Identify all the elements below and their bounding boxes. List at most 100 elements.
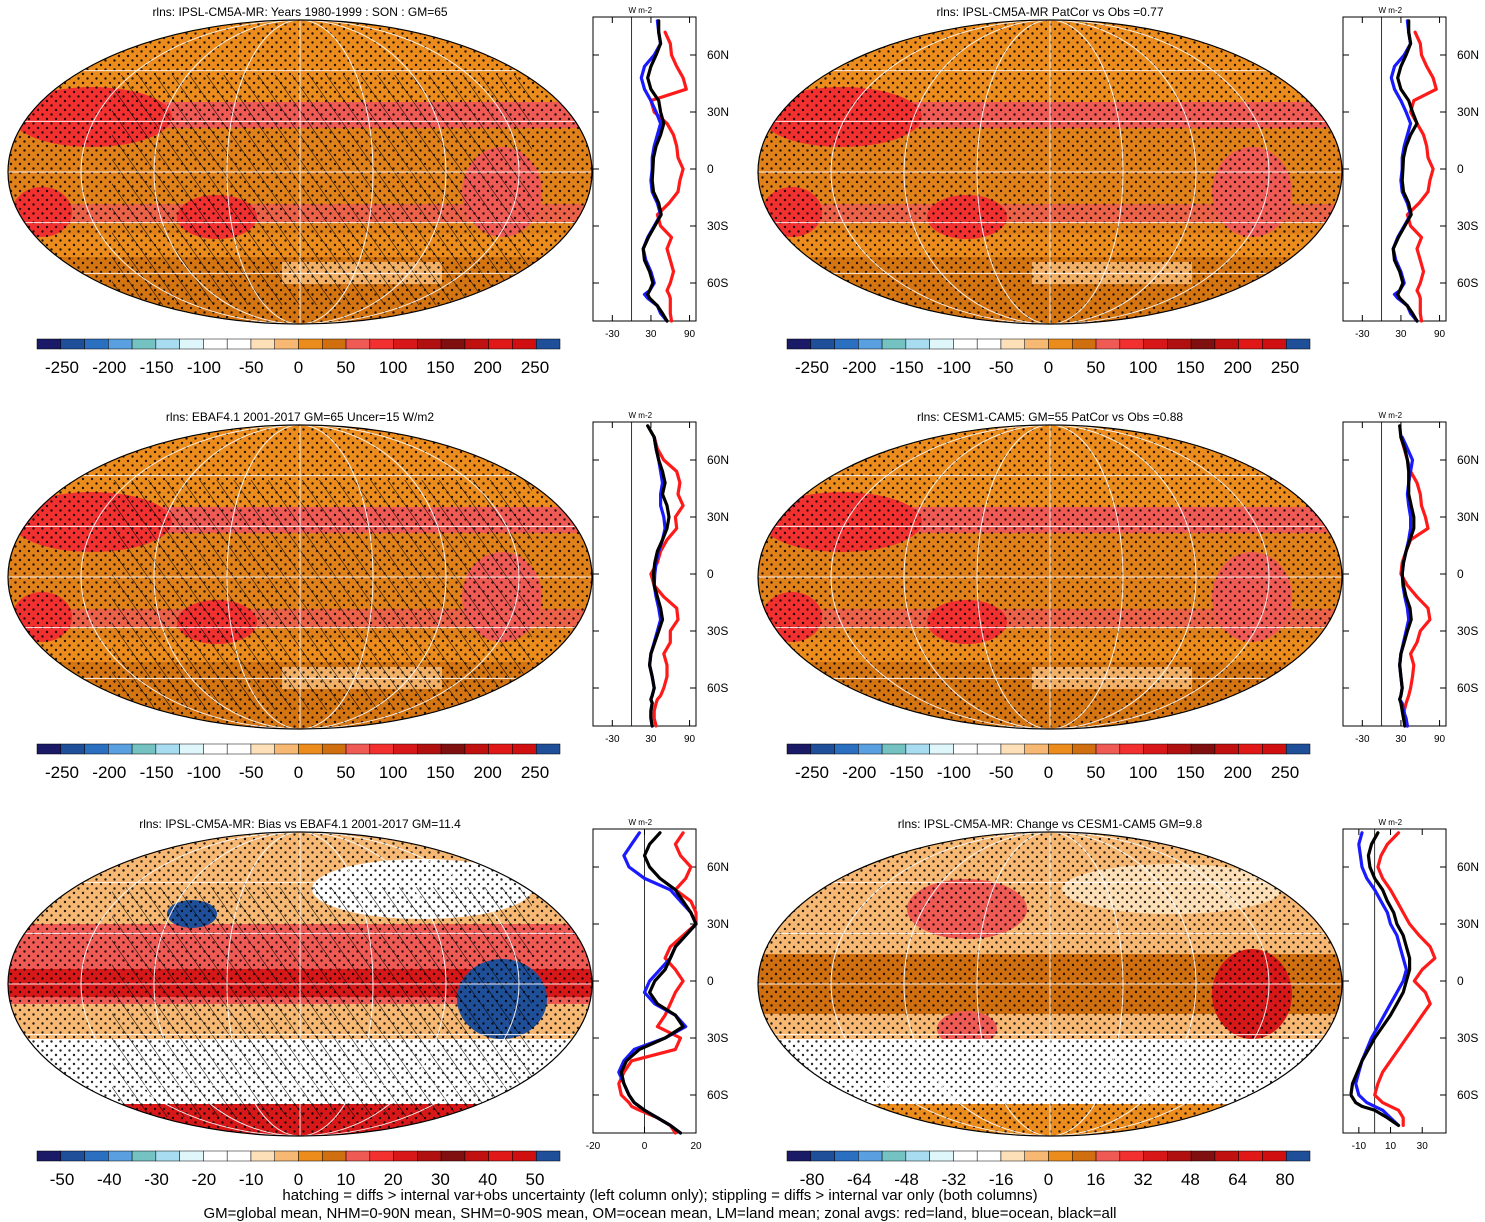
series-line-land: [649, 435, 685, 728]
colorbar-cell: [1285, 1150, 1311, 1162]
x-tick-label: -10: [1352, 1141, 1367, 1152]
y-tick-label: 60S: [1457, 681, 1478, 695]
colorbar-cell: [155, 743, 180, 755]
colorbar-cell: [226, 1150, 252, 1162]
colorbar-cell: [393, 743, 418, 755]
x-tick-label: 30: [1417, 1141, 1429, 1152]
colorbar: -250 -200 -150 -100 -50 0 50 100 150 200 250: [786, 743, 1311, 782]
x-tick-label: -30: [605, 734, 620, 745]
map-panel-2: rlns: EBAF4.1 2001-2017 GM=65 Uncer=15 W…: [7, 410, 593, 782]
colorbar-cell: [535, 1150, 561, 1162]
colorbar-tick-label: 50: [336, 763, 355, 782]
y-tick-label: 30N: [707, 510, 729, 524]
colorbar-cell: [179, 338, 204, 350]
colorbar-tick-label: -250: [795, 763, 829, 782]
longitude-line: [976, 832, 1124, 1136]
series-line-ocean: [1354, 831, 1408, 1127]
colorbar-tick-label: -200: [92, 358, 126, 377]
colorbar-tick-label: 150: [1176, 763, 1204, 782]
colorbar-cell: [369, 1150, 394, 1162]
colorbar-cell: [953, 743, 978, 755]
y-tick-label: 30N: [707, 105, 729, 119]
colorbar-cell: [108, 743, 133, 755]
longitude-line: [903, 832, 1197, 1136]
colorbar-cell: [1167, 1150, 1192, 1162]
map-title: rlns: IPSL-CM5A-MR: Bias vs EBAF4.1 2001…: [139, 817, 461, 831]
map-field: [8, 20, 592, 324]
colorbar-cell: [1024, 743, 1049, 755]
longitude-line: [80, 832, 520, 1136]
zonal-panel-4: W m-2 -20 0 20 60N 30N 0 30S 60S: [586, 818, 729, 1152]
x-tick-label: 90: [1434, 329, 1446, 340]
y-tick-label: 0: [1457, 162, 1464, 176]
longitude-line: [153, 832, 447, 1136]
colorbar-cell: [953, 1150, 978, 1162]
colorbar-cell: [1119, 743, 1144, 755]
colorbar-tick-label: 0: [294, 763, 303, 782]
colorbar-cell: [488, 1150, 513, 1162]
series-line-land: [649, 30, 688, 323]
y-tick-label: 0: [1457, 974, 1464, 988]
x-tick-label: -30: [605, 329, 620, 340]
colorbar-cell: [274, 743, 299, 755]
colorbar-tick-label: -250: [795, 358, 829, 377]
colorbar-cell: [976, 1150, 1002, 1162]
colorbar-tick-label: -40: [97, 1170, 122, 1189]
colorbar-tick-label: -150: [140, 763, 174, 782]
colorbar-tick-label: -150: [140, 358, 174, 377]
colorbar-tick-label: 250: [521, 358, 549, 377]
zonal-units: W m-2: [629, 6, 653, 15]
colorbar-cell: [250, 338, 275, 350]
colorbar-cell: [1143, 743, 1168, 755]
colorbar-tick-label: -64: [847, 1170, 872, 1189]
colorbar-tick-label: -32: [942, 1170, 967, 1189]
colorbar-tick-label: -48: [894, 1170, 919, 1189]
colorbar-cell: [36, 1150, 62, 1162]
colorbar-cell: [1048, 338, 1073, 350]
colorbar-tick-label: -150: [890, 763, 924, 782]
colorbar-tick-label: 0: [1044, 1170, 1053, 1189]
colorbar-cell: [810, 743, 835, 755]
colorbar-cell: [1238, 743, 1263, 755]
colorbar: -250 -200 -150 -100 -50 0 50 100 150 200 250: [786, 338, 1311, 377]
colorbar-tick-label: 0: [1044, 763, 1053, 782]
colorbar-tick-label: 50: [1086, 763, 1105, 782]
colorbar-tick-label: 0: [1044, 358, 1053, 377]
colorbar-cell: [976, 338, 1002, 350]
colorbar-cell: [905, 743, 930, 755]
colorbar-tick-label: -100: [937, 358, 971, 377]
colorbar-tick-label: 100: [379, 763, 407, 782]
colorbar-cell: [786, 743, 812, 755]
zonal-frame: [1342, 828, 1447, 1134]
colorbar-cell: [108, 338, 133, 350]
colorbar-cell: [1119, 1150, 1144, 1162]
colorbar-tick-label: 0: [294, 1170, 303, 1189]
y-tick-label: 0: [1457, 567, 1464, 581]
colorbar-cell: [131, 338, 157, 350]
colorbar-cell: [203, 743, 228, 755]
zonal-frame: [1342, 421, 1447, 727]
y-tick-label: 30N: [707, 917, 729, 931]
colorbar-cell: [1143, 338, 1168, 350]
x-tick-label: -20: [586, 1141, 601, 1152]
longitude-line: [903, 425, 1197, 729]
colorbar-tick-label: 50: [1086, 358, 1105, 377]
colorbar-cell: [131, 743, 157, 755]
colorbar-cell: [1285, 338, 1311, 350]
map-outline: [7, 831, 593, 1137]
zonal-units: W m-2: [1379, 411, 1403, 420]
zonal-frame: [592, 16, 697, 322]
zonal-units: W m-2: [1379, 6, 1403, 15]
y-tick-label: 60N: [707, 48, 729, 62]
colorbar-cell: [1072, 1150, 1097, 1162]
colorbar-cell: [322, 338, 347, 350]
colorbar-cell: [488, 338, 513, 350]
colorbar-tick-label: 48: [1181, 1170, 1200, 1189]
y-tick-label: 30S: [707, 624, 728, 638]
x-tick-label: -30: [1355, 734, 1370, 745]
colorbar-cell: [1095, 338, 1121, 350]
colorbar-tick-label: 200: [1224, 358, 1252, 377]
colorbar: -50 -40 -30 -20 -10 0 10 20 30 40 50: [36, 1150, 561, 1189]
longitude-line: [80, 20, 520, 324]
colorbar-cell: [464, 338, 489, 350]
